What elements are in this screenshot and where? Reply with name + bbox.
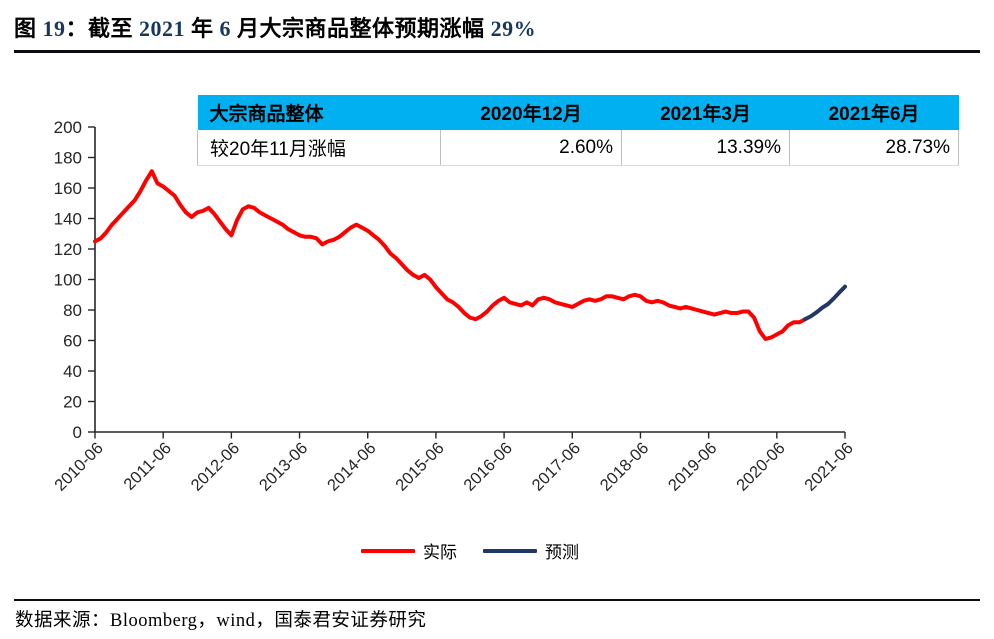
svg-text:40: 40: [63, 362, 82, 381]
svg-text:2014-06: 2014-06: [324, 439, 380, 495]
title-part: ：截至: [65, 16, 140, 41]
title-part-number: 29%: [490, 16, 537, 41]
legend-item-forecast: 预测: [483, 538, 579, 563]
title-divider: [14, 50, 980, 53]
title-part: 年: [185, 16, 220, 41]
svg-text:120: 120: [54, 240, 82, 259]
commodity-table: 大宗商品整体 2020年12月 2021年3月 2021年6月 较20年11月涨…: [197, 95, 959, 166]
svg-text:2013-06: 2013-06: [256, 439, 312, 495]
title-part: 月大宗商品整体预期涨幅: [231, 16, 491, 41]
table-cell-value: 13.39%: [621, 130, 790, 166]
svg-text:2011-06: 2011-06: [120, 439, 175, 494]
title-part: 图: [14, 16, 43, 41]
svg-text:60: 60: [63, 332, 82, 351]
table-header-cell: 2021年6月: [789, 95, 959, 130]
line-chart: 0 20 40 60 80 100 120 140 160 180 200 2010-06 2011-0…: [51, 118, 857, 495]
table-cell-value: 28.73%: [789, 130, 959, 166]
svg-text:80: 80: [63, 301, 82, 320]
legend-label-actual: 实际: [423, 543, 457, 562]
title-part-number: 19: [42, 16, 66, 41]
svg-text:0: 0: [73, 423, 82, 442]
svg-text:2017-06: 2017-06: [529, 439, 585, 495]
table-row: 较20年11月涨幅 2.60% 13.39% 28.73%: [197, 130, 959, 166]
table-header-row: 大宗商品整体 2020年12月 2021年3月 2021年6月: [197, 95, 959, 130]
svg-text:140: 140: [54, 210, 82, 229]
svg-text:200: 200: [54, 118, 82, 137]
legend-label-forecast: 预测: [545, 543, 579, 562]
legend-line-actual: [361, 548, 415, 553]
svg-text:2019-06: 2019-06: [665, 439, 721, 495]
legend-line-forecast: [483, 548, 537, 553]
svg-text:100: 100: [54, 271, 82, 290]
title-part-number: 6: [219, 16, 232, 41]
svg-text:2016-06: 2016-06: [460, 439, 516, 495]
svg-text:2020-06: 2020-06: [733, 439, 789, 495]
svg-text:2015-06: 2015-06: [392, 439, 448, 495]
legend-item-actual: 实际: [361, 538, 457, 563]
svg-text:2018-06: 2018-06: [597, 439, 653, 495]
svg-text:2012-06: 2012-06: [188, 439, 244, 495]
legend: 实际 预测: [95, 538, 845, 563]
table-cell-label: 较20年11月涨幅: [197, 130, 441, 166]
svg-text:2010-06: 2010-06: [51, 439, 107, 495]
table-cell-value: 2.60%: [440, 130, 622, 166]
data-source: 数据来源：Bloomberg，wind，国泰君安证券研究: [15, 611, 427, 631]
footer-divider: [14, 599, 980, 601]
table-header-cell: 2021年3月: [621, 95, 790, 130]
table-header-cell: 大宗商品整体: [197, 95, 441, 130]
svg-text:2021-06: 2021-06: [801, 439, 857, 495]
table-header-cell: 2020年12月: [440, 95, 622, 130]
title-part-number: 2021: [139, 16, 186, 41]
svg-text:20: 20: [63, 393, 82, 412]
svg-text:180: 180: [54, 149, 82, 168]
svg-text:160: 160: [54, 179, 82, 198]
page-title: 图 19：截至 2021 年 6 月大宗商品整体预期涨幅 29%: [14, 11, 980, 43]
